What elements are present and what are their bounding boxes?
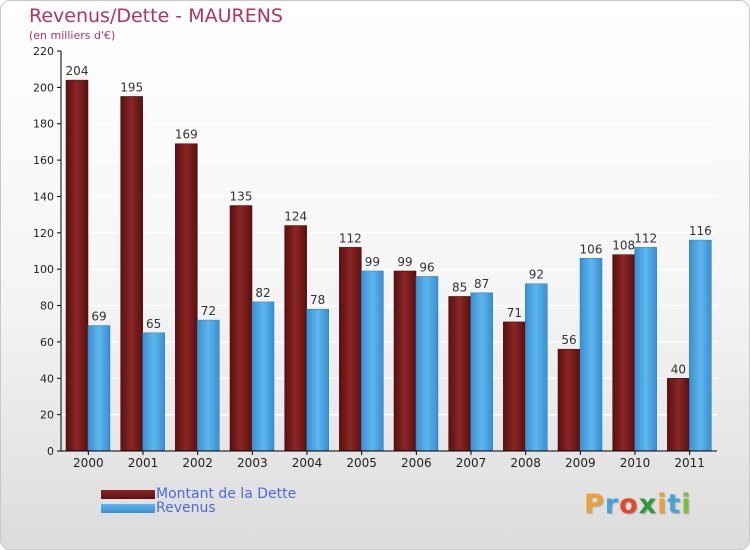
data-label-revenus: 112 [634,231,657,245]
data-label-revenus: 106 [580,242,603,256]
y-tick-label: 160 [33,154,54,167]
bar-revenus [197,319,220,452]
logo-letter: i [657,489,668,520]
bar-revenus [470,292,493,452]
data-label-dette: 71 [507,306,522,320]
data-label-dette: 169 [175,128,198,142]
y-tick-label: 60 [40,336,54,349]
bar-dette [448,296,471,452]
y-tick-label: 140 [33,190,54,203]
chart-title: Revenus/Dette - MAURENS [29,5,283,27]
bar-revenus [525,283,548,452]
data-label-revenus: 116 [689,224,712,238]
y-tick-label: 20 [40,409,54,422]
bar-dette [339,247,362,452]
data-label-revenus: 87 [474,277,489,291]
y-tick-label: 120 [33,227,54,240]
x-tick-label: 2006 [401,456,432,470]
x-tick-label: 2010 [620,456,651,470]
x-tick-label: 2001 [128,456,159,470]
bar-dette [612,254,635,452]
bar-dette [229,205,253,452]
data-label-revenus: 92 [529,268,544,282]
y-tick-label: 220 [33,45,54,58]
data-label-dette: 108 [612,239,635,253]
x-tick-label: 2003 [237,456,268,470]
proxiti-logo: Proxiti [584,489,692,520]
data-label-revenus: 65 [146,317,161,331]
x-tick-label: 2002 [182,456,213,470]
legend-label-revenus: Revenus [156,500,216,516]
data-label-revenus: 96 [419,260,434,274]
bar-revenus [634,247,657,452]
y-tick-label: 180 [33,118,54,131]
data-label-dette: 56 [561,333,576,347]
x-tick-label: 2009 [565,456,596,470]
bar-dette [175,143,198,452]
data-label-dette: 124 [284,210,307,224]
bar-dette [667,378,690,452]
data-label-revenus: 78 [310,293,325,307]
y-tick-label: 200 [33,81,54,94]
x-tick-label: 2000 [73,456,104,470]
bar-dette [65,79,89,452]
bar-dette [120,96,143,452]
x-tick-label: 2007 [456,456,487,470]
data-label-dette: 85 [452,280,467,294]
logo-letter: r [604,489,620,520]
bar-revenus [415,276,439,452]
data-label-revenus: 72 [201,304,216,318]
bar-revenus [361,270,384,452]
bar-dette [393,270,417,452]
legend-swatch-revenus [101,503,155,513]
bar-revenus [87,325,111,452]
y-tick-label: 40 [40,372,54,385]
logo-letter: o [619,489,639,520]
y-tick-label: 80 [40,300,54,313]
y-tick-label: 100 [33,263,54,276]
x-tick-label: 2008 [510,456,541,470]
data-label-revenus: 82 [255,286,270,300]
data-label-dette: 195 [120,80,143,94]
bar-revenus [306,308,329,452]
data-label-revenus: 69 [91,310,106,324]
x-tick-label: 2005 [346,456,377,470]
legend-item-revenus: Revenus [101,501,296,515]
bar-dette [557,348,581,452]
logo-letter: x [638,489,658,520]
x-tick-label: 2004 [292,456,323,470]
bar-revenus [251,301,275,452]
bar-revenus [689,239,712,452]
logo-letter: P [584,489,605,520]
legend-swatch-dette [101,489,155,499]
bar-revenus [142,332,165,452]
data-label-dette: 135 [230,190,253,204]
x-tick-label: 2011 [674,456,705,470]
legend-label-dette: Montant de la Dette [156,486,297,502]
y-tick-label: 0 [47,445,54,458]
logo-letter: i [681,489,692,520]
logo-letter: t [667,489,682,520]
data-label-revenus: 99 [365,255,380,269]
bar-dette [503,321,526,452]
bar-dette [284,225,307,452]
data-label-dette: 204 [66,64,89,78]
data-label-dette: 99 [397,255,412,269]
chart-subtitle: (en milliers d'€) [29,29,116,42]
legend-item-dette: Montant de la Dette [101,487,296,501]
data-label-dette: 40 [671,362,686,376]
data-label-dette: 112 [339,231,362,245]
chart-legend: Montant de la Dette Revenus [101,487,296,515]
bar-revenus [579,258,603,452]
